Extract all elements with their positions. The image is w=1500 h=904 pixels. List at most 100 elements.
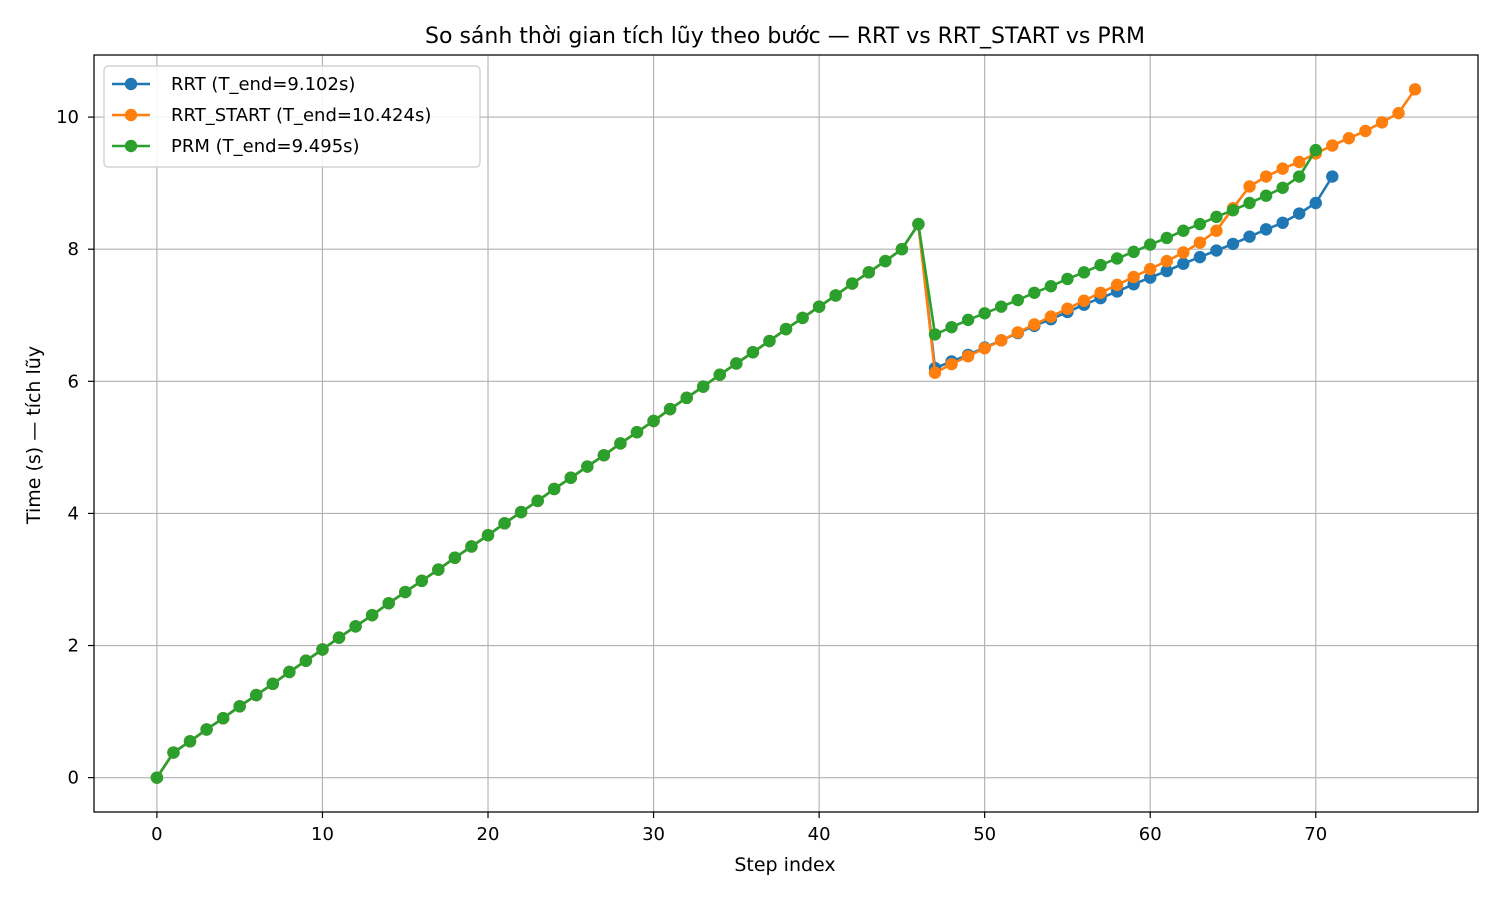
data-point — [316, 643, 329, 656]
data-point — [928, 328, 942, 341]
y-tick-label: 2 — [68, 636, 79, 657]
legend-label: PRM (T_end=9.495s) — [171, 136, 360, 157]
y-tick-label: 4 — [68, 503, 79, 524]
x-tick-label: 40 — [808, 824, 831, 845]
data-point — [1094, 286, 1107, 300]
series-3 — [150, 143, 1322, 784]
data-point — [150, 771, 164, 784]
grid-lines — [94, 55, 1478, 812]
data-point — [862, 266, 875, 279]
data-point — [647, 414, 660, 428]
data-point — [1210, 224, 1223, 237]
data-point — [564, 471, 577, 484]
data-point — [1326, 139, 1339, 152]
data-point — [713, 368, 726, 381]
data-point — [945, 357, 958, 371]
data-point — [928, 366, 942, 379]
x-axis-label: Step index — [734, 854, 835, 876]
data-point — [1177, 257, 1190, 270]
data-point — [548, 482, 561, 496]
data-point — [332, 631, 346, 644]
data-point — [415, 574, 428, 588]
x-tick-label: 0 — [151, 824, 162, 845]
data-point — [250, 688, 263, 702]
data-point — [1160, 254, 1173, 268]
data-point — [233, 700, 246, 713]
data-point — [1044, 279, 1058, 293]
data-point — [630, 425, 644, 439]
data-point — [1293, 170, 1306, 183]
data-point — [531, 494, 544, 508]
x-tick-label: 10 — [311, 824, 334, 845]
x-tick-label: 50 — [973, 824, 996, 845]
data-point — [597, 449, 611, 462]
data-point — [1193, 236, 1207, 249]
legend-label: RRT_START (T_end=10.424s) — [171, 105, 431, 126]
y-tick-label: 10 — [56, 107, 79, 128]
data-point — [1243, 180, 1256, 193]
data-point — [945, 320, 958, 334]
data-point — [1210, 244, 1223, 257]
data-point — [1193, 217, 1207, 231]
data-point — [514, 505, 528, 519]
x-tick-label: 30 — [642, 824, 665, 845]
data-point — [1144, 262, 1157, 276]
data-point — [1011, 326, 1024, 339]
data-point — [912, 217, 925, 231]
data-point — [1375, 116, 1389, 129]
data-point — [1259, 170, 1273, 183]
x-tick-label: 20 — [477, 824, 500, 845]
legend-marker — [124, 139, 138, 153]
data-point — [1061, 302, 1074, 315]
data-point — [663, 402, 677, 416]
data-point — [1177, 224, 1190, 237]
data-point — [1011, 293, 1024, 307]
data-point — [1309, 143, 1322, 157]
data-point — [1160, 264, 1173, 278]
chart-title: So sánh thời gian tích lũy theo bước — R… — [425, 24, 1145, 49]
data-point — [465, 540, 478, 553]
data-point — [879, 254, 892, 268]
data-point — [1392, 106, 1405, 120]
data-point — [216, 712, 230, 725]
legend-marker — [124, 77, 138, 91]
data-point — [1243, 230, 1256, 243]
plot-area-frame — [93, 54, 1479, 813]
data-point — [1144, 271, 1157, 284]
data-point — [299, 654, 313, 667]
data-point — [746, 346, 760, 359]
legend: RRT (T_end=9.102s) RRT_START (T_end=10.42… — [103, 65, 481, 168]
data-point — [1110, 252, 1124, 265]
legend-box — [103, 65, 481, 168]
data-point — [1293, 155, 1306, 169]
data-point — [498, 517, 511, 530]
data-point — [365, 608, 379, 622]
x-tick-label: 60 — [1139, 824, 1162, 845]
y-tick-label: 8 — [68, 239, 79, 260]
data-point — [200, 723, 213, 736]
data-point — [1408, 83, 1422, 96]
data-point — [812, 300, 826, 313]
data-point — [1226, 204, 1240, 217]
data-point — [1276, 216, 1289, 229]
legend-marker — [124, 108, 138, 122]
data-point — [680, 391, 693, 405]
data-point — [1193, 250, 1207, 264]
data-point — [730, 357, 743, 370]
data-point — [183, 735, 197, 748]
data-point — [1077, 294, 1091, 307]
data-point — [1359, 124, 1372, 138]
data-point — [283, 665, 296, 679]
data-point — [1044, 310, 1058, 323]
data-point — [1293, 207, 1306, 220]
data-point — [1094, 258, 1107, 272]
data-point — [961, 350, 975, 363]
axis-ticks: 0 10 20 30 40 50 60 70 0 2 4 6 8 10 — [56, 107, 1327, 845]
data-point — [349, 620, 362, 633]
data-point — [382, 597, 395, 610]
data-point — [995, 334, 1008, 347]
x-tick-label: 70 — [1304, 824, 1327, 845]
data-point — [167, 746, 180, 759]
